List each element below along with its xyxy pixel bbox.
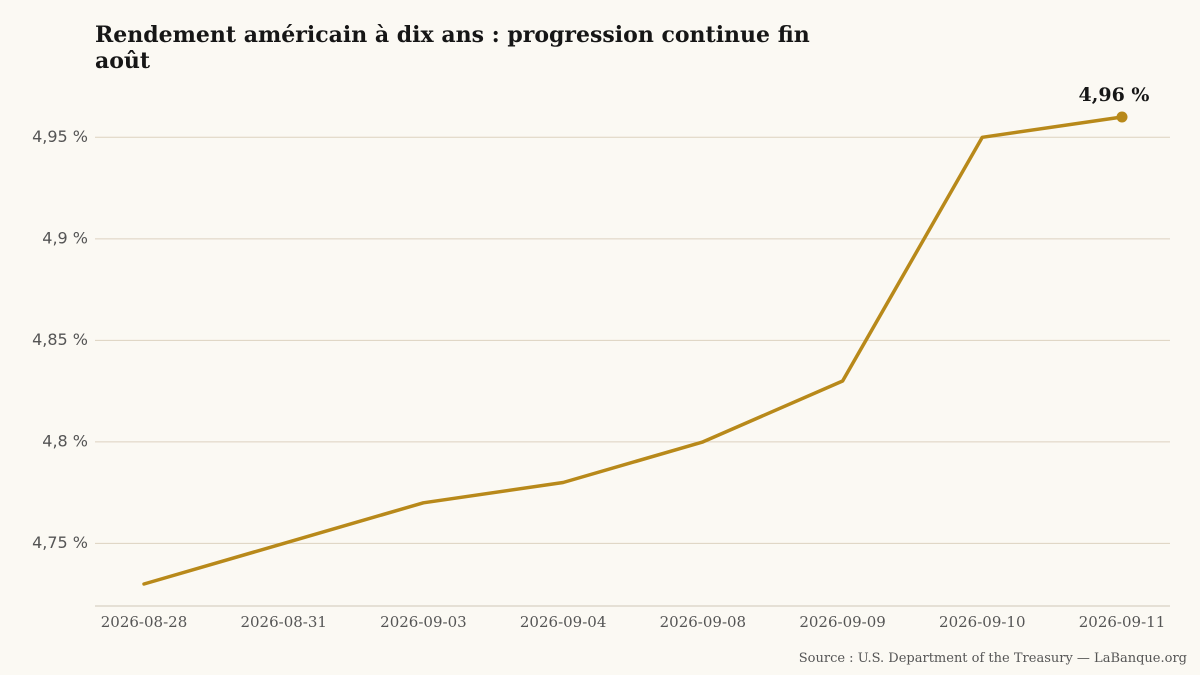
y-tick-label: 4,85 % (32, 330, 88, 349)
y-tick-label: 4,95 % (32, 127, 88, 146)
x-tick-label: 2026-09-03 (380, 613, 466, 631)
x-tick-label: 2026-08-28 (101, 613, 187, 631)
series-line (142, 115, 1124, 586)
source-note: Source : U.S. Department of the Treasury… (798, 651, 1187, 666)
annotation-layer: 4,96 % (1079, 84, 1150, 106)
chart-title: Rendement américain à dix ans : progress… (95, 22, 810, 74)
gridlines (95, 136, 1170, 544)
last-point-marker (1116, 111, 1128, 123)
series-layer (142, 111, 1128, 586)
x-tick-label: 2026-08-31 (240, 613, 326, 631)
x-tick-label: 2026-09-04 (520, 613, 606, 631)
x-tick-label: 2026-09-10 (939, 613, 1025, 631)
x-tick-label: 2026-09-08 (660, 613, 746, 631)
y-tick-label: 4,8 % (42, 431, 88, 450)
x-axis-ticks: 2026-08-28 2026-08-31 2026-09-03 2026-09-04… (101, 613, 1165, 631)
y-tick-label: 4,75 % (32, 533, 88, 552)
x-tick-label: 2026-09-09 (799, 613, 885, 631)
x-tick-label: 2026-09-11 (1079, 613, 1165, 631)
y-axis-ticks: 4,75 % 4,8 % 4,85 % 4,9 % 4,95 % (32, 127, 88, 552)
y-tick-label: 4,9 % (42, 228, 88, 247)
last-value-label: 4,96 % (1079, 84, 1150, 106)
